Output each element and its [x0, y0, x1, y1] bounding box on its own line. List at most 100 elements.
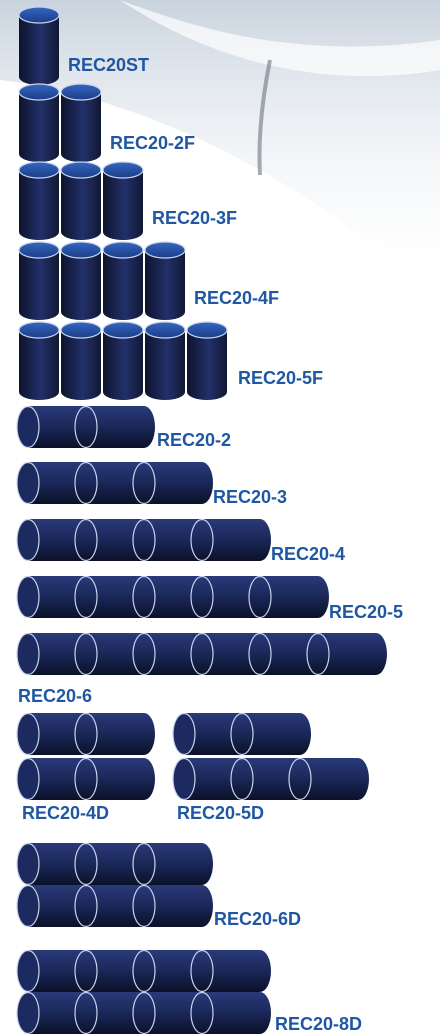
product-label: REC20-3F	[152, 208, 238, 228]
cylinder-end	[132, 991, 156, 1035]
cylinder-row-body	[28, 406, 155, 448]
cylinder-top	[102, 241, 144, 259]
cylinder-top	[186, 321, 228, 339]
cylinder-end	[190, 575, 214, 619]
cylinder-end	[190, 991, 214, 1035]
cylinder-end	[248, 632, 272, 676]
cylinder-unit	[19, 92, 59, 162]
vertical-cylinder-group	[18, 83, 102, 162]
cylinder-unit	[61, 92, 101, 162]
cylinder-row-body	[28, 885, 213, 927]
product-label: REC20-6	[18, 686, 93, 706]
cylinder-end	[74, 461, 98, 505]
cylinder-end	[132, 461, 156, 505]
cylinder-end	[16, 461, 40, 505]
double-cylinder-group	[172, 712, 369, 801]
cylinder-unit	[187, 330, 227, 400]
cylinder-top	[60, 83, 102, 101]
cylinder-end	[132, 632, 156, 676]
cylinder-end	[16, 575, 40, 619]
cylinder-row-body	[28, 713, 155, 755]
cylinder-end	[132, 842, 156, 886]
horizontal-cylinder-group	[16, 575, 329, 619]
horizontal-cylinder-group	[16, 461, 213, 505]
cylinder-unit	[61, 250, 101, 320]
cylinder-row-body	[184, 713, 311, 755]
cylinder-unit	[19, 250, 59, 320]
cylinder-end	[16, 949, 40, 993]
cylinder-end	[16, 632, 40, 676]
product-label: REC20ST	[68, 55, 150, 75]
cylinder-unit	[103, 330, 143, 400]
product-label: REC20-3	[213, 487, 288, 507]
product-label: REC20-4F	[194, 288, 280, 308]
cylinder-top	[144, 321, 186, 339]
cylinder-unit	[145, 330, 185, 400]
cylinder-unit	[103, 250, 143, 320]
cylinder-top	[60, 241, 102, 259]
horizontal-cylinder-group	[16, 632, 387, 676]
cylinder-top	[102, 321, 144, 339]
product-label: REC20-2	[157, 430, 232, 450]
cylinder-unit	[61, 170, 101, 240]
vertical-cylinder-group	[18, 6, 60, 85]
cylinder-top	[18, 241, 60, 259]
cylinder-unit	[103, 170, 143, 240]
double-cylinder-group	[16, 949, 271, 1035]
horizontal-cylinder-group	[16, 518, 271, 562]
cylinder-row-body	[184, 758, 369, 800]
cylinder-row-body	[28, 462, 213, 504]
cylinder-end	[16, 884, 40, 928]
cylinder-end	[248, 575, 272, 619]
cylinder-row-body	[28, 758, 155, 800]
cylinder-end	[172, 757, 196, 801]
cylinder-unit	[145, 250, 185, 320]
product-label: REC20-4	[271, 544, 346, 564]
product-label: REC20-5F	[238, 368, 324, 388]
cylinder-end	[74, 575, 98, 619]
cylinder-unit	[61, 330, 101, 400]
cylinder-end	[74, 405, 98, 449]
cylinder-end	[16, 842, 40, 886]
cylinder-end	[132, 518, 156, 562]
product-label: REC20-2F	[110, 133, 196, 153]
cylinder-end	[132, 575, 156, 619]
cylinder-top	[60, 321, 102, 339]
cylinder-end	[190, 949, 214, 993]
product-label: REC20-8D	[275, 1014, 363, 1034]
cylinder-end	[74, 949, 98, 993]
cylinder-end	[74, 884, 98, 928]
cylinder-row-body	[28, 992, 271, 1034]
vertical-cylinder-group	[18, 241, 186, 320]
product-label: REC20-5D	[177, 803, 265, 823]
cylinder-top	[18, 6, 60, 24]
cylinder-end	[190, 632, 214, 676]
double-cylinder-group	[16, 842, 213, 928]
cylinder-top	[144, 241, 186, 259]
cylinder-row-body	[28, 519, 271, 561]
cylinder-row-body	[28, 576, 329, 618]
cylinder-end	[16, 405, 40, 449]
cylinder-end	[74, 757, 98, 801]
cylinder-end	[74, 991, 98, 1035]
cylinder-row-body	[28, 950, 271, 992]
cylinder-unit	[19, 15, 59, 85]
cylinder-top	[60, 161, 102, 179]
cylinder-end	[132, 884, 156, 928]
cylinder-end	[288, 757, 312, 801]
cylinder-row-body	[28, 843, 213, 885]
cylinder-end	[16, 991, 40, 1035]
cylinder-top	[18, 161, 60, 179]
cylinder-top	[18, 321, 60, 339]
cylinder-end	[74, 842, 98, 886]
cylinder-end	[190, 518, 214, 562]
cylinder-end	[74, 712, 98, 756]
cylinder-end	[230, 712, 254, 756]
cylinder-end	[306, 632, 330, 676]
cylinder-end	[16, 757, 40, 801]
cylinder-end	[132, 949, 156, 993]
cylinder-end	[230, 757, 254, 801]
vertical-cylinder-group	[18, 321, 228, 400]
cylinder-top	[18, 83, 60, 101]
